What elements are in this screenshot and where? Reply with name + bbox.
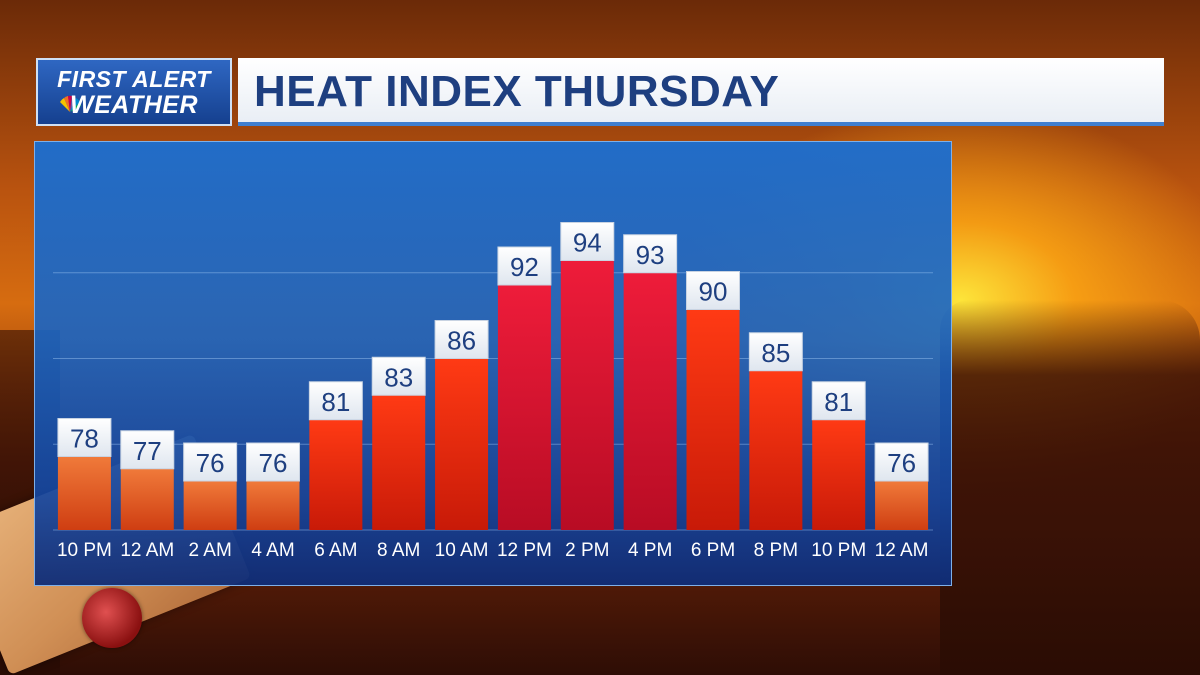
x-tick-label-10: 6 PM bbox=[691, 540, 735, 561]
thermometer-bulb bbox=[82, 588, 142, 648]
data-label-1: 77 bbox=[133, 436, 162, 466]
bar-7 bbox=[497, 285, 551, 530]
x-tick-label-9: 4 PM bbox=[628, 540, 672, 561]
data-label-6: 86 bbox=[447, 326, 476, 356]
data-label-0: 78 bbox=[70, 424, 99, 454]
data-label-box-11 bbox=[748, 332, 803, 372]
data-label-box-2 bbox=[183, 442, 238, 482]
x-tick-label-11: 8 PM bbox=[754, 540, 798, 561]
bar-6 bbox=[435, 358, 489, 530]
bar-4 bbox=[309, 419, 363, 530]
data-label-9: 93 bbox=[636, 240, 665, 270]
data-label-box-4 bbox=[308, 381, 363, 421]
x-tick-label-2: 2 AM bbox=[188, 540, 231, 561]
data-label-5: 83 bbox=[384, 362, 413, 392]
x-tick-label-6: 10 AM bbox=[435, 540, 489, 561]
data-label-box-9 bbox=[623, 234, 678, 274]
bar-1 bbox=[120, 468, 174, 530]
data-label-13: 76 bbox=[887, 448, 916, 478]
data-label-box-8 bbox=[560, 222, 615, 261]
data-label-box-3 bbox=[246, 442, 300, 482]
data-label-box-1 bbox=[120, 430, 175, 470]
x-tick-label-7: 12 PM bbox=[497, 540, 552, 561]
x-tick-label-3: 4 AM bbox=[251, 540, 294, 561]
chart-panel: 78 10 PM 77 12 AM 76 2 AM 76 4 AM 81 6 AM 83 8 AM 86… bbox=[34, 141, 952, 586]
data-label-box-6 bbox=[434, 320, 489, 359]
data-label-box-10 bbox=[686, 271, 740, 310]
data-label-box-12 bbox=[811, 381, 866, 421]
x-tick-label-0: 10 PM bbox=[57, 540, 112, 561]
peacock-icon bbox=[60, 95, 81, 112]
data-label-box-13 bbox=[874, 442, 929, 482]
first-alert-weather-logo: FIRST ALERT WEATHER bbox=[36, 58, 232, 126]
title-bar: HEAT INDEX THURSDAY bbox=[238, 58, 1164, 126]
data-label-box-0 bbox=[57, 418, 112, 457]
x-tick-label-4: 6 AM bbox=[314, 540, 357, 561]
data-label-7: 92 bbox=[510, 252, 539, 282]
data-label-10: 90 bbox=[699, 277, 728, 307]
data-label-3: 76 bbox=[259, 448, 288, 478]
bar-9 bbox=[623, 272, 677, 530]
data-label-2: 76 bbox=[196, 448, 225, 478]
x-tick-label-8: 2 PM bbox=[565, 540, 609, 561]
bar-2 bbox=[183, 481, 237, 530]
bar-12 bbox=[812, 419, 866, 530]
x-tick-label-5: 8 AM bbox=[377, 540, 420, 561]
bar-13 bbox=[875, 481, 929, 530]
x-tick-label-13: 12 AM bbox=[875, 540, 929, 561]
logo-line2: WEATHER bbox=[69, 91, 199, 119]
bar-0 bbox=[57, 456, 111, 530]
data-label-box-7 bbox=[497, 246, 552, 286]
logo-line1: FIRST ALERT bbox=[57, 66, 211, 92]
page-title: HEAT INDEX THURSDAY bbox=[254, 67, 780, 116]
data-label-4: 81 bbox=[321, 387, 350, 417]
data-label-12: 81 bbox=[824, 387, 853, 417]
bar-11 bbox=[749, 370, 803, 530]
data-label-11: 85 bbox=[761, 338, 790, 368]
bar-8 bbox=[560, 260, 614, 530]
data-label-box-5 bbox=[371, 356, 426, 396]
bar-5 bbox=[372, 395, 426, 530]
background-trees bbox=[940, 300, 1200, 675]
x-tick-label-12: 10 PM bbox=[811, 540, 866, 561]
bar-10 bbox=[686, 309, 740, 530]
bar-3 bbox=[246, 481, 300, 530]
data-label-8: 94 bbox=[573, 228, 602, 258]
heat-index-bar-chart: 78 10 PM 77 12 AM 76 2 AM 76 4 AM 81 6 AM 83 8 AM 86… bbox=[53, 222, 933, 561]
x-tick-label-1: 12 AM bbox=[120, 540, 174, 561]
